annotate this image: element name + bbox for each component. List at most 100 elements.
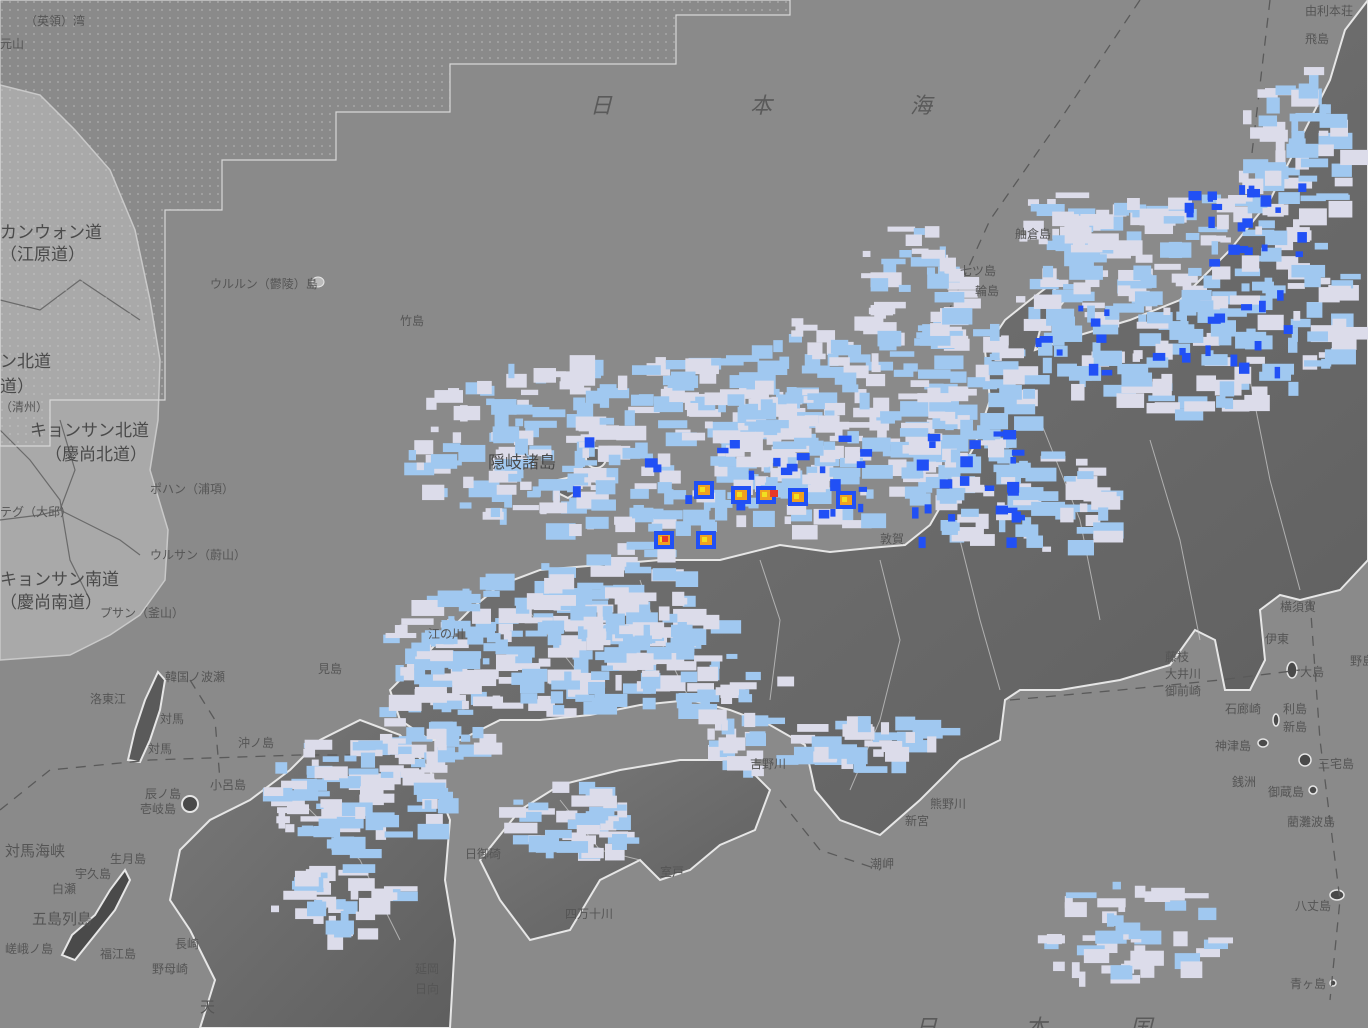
precip-cell bbox=[665, 490, 687, 500]
precip-cell bbox=[452, 432, 462, 443]
precip-cell bbox=[595, 480, 616, 495]
precip-cell bbox=[1160, 340, 1169, 347]
precip-cell bbox=[764, 482, 789, 490]
precip-cell bbox=[336, 816, 364, 829]
precip-cell bbox=[591, 697, 599, 714]
precip-cell bbox=[326, 839, 351, 849]
precip-cell bbox=[779, 356, 790, 369]
precip-cell bbox=[1128, 931, 1154, 940]
precip-cell bbox=[1275, 138, 1285, 154]
precip-cell bbox=[463, 476, 474, 489]
precip-cell bbox=[527, 490, 541, 498]
precip-cell bbox=[1127, 197, 1140, 210]
precip-cell bbox=[1265, 291, 1279, 299]
precip-cell bbox=[1291, 119, 1299, 133]
precip-cell bbox=[960, 419, 974, 436]
precip-cell bbox=[961, 508, 979, 517]
precip-cell bbox=[1307, 331, 1328, 342]
precip-cell-moderate bbox=[1230, 354, 1238, 367]
precip-cell bbox=[1004, 404, 1036, 415]
precip-cell bbox=[411, 642, 430, 652]
place-label: 沖ノ島 bbox=[238, 736, 275, 750]
precip-cell bbox=[789, 407, 806, 415]
precip-cell bbox=[899, 249, 912, 258]
precip-cell bbox=[1269, 170, 1279, 184]
precip-cell bbox=[989, 379, 1016, 389]
precip-cell bbox=[398, 754, 415, 765]
precip-cell-moderate bbox=[1011, 449, 1025, 456]
precip-cell bbox=[1083, 491, 1117, 502]
precip-cell bbox=[862, 464, 893, 479]
precip-cell bbox=[394, 625, 405, 638]
precip-cell bbox=[597, 606, 607, 623]
precip-cell bbox=[528, 449, 552, 457]
precip-cell bbox=[926, 267, 936, 275]
precip-cell bbox=[286, 804, 310, 815]
precip-cell-heavy bbox=[737, 492, 742, 497]
precip-cell bbox=[895, 716, 916, 731]
precip-cell bbox=[1255, 226, 1263, 235]
precip-cell bbox=[430, 454, 458, 469]
precip-cell bbox=[416, 462, 424, 471]
precip-cell bbox=[1019, 460, 1028, 468]
precip-cell bbox=[1055, 192, 1090, 199]
precip-cell bbox=[1026, 535, 1044, 548]
precip-cell bbox=[1247, 255, 1275, 262]
precip-cell bbox=[571, 795, 605, 807]
precip-cell bbox=[657, 549, 676, 563]
precip-cell bbox=[437, 747, 455, 763]
precip-cell-moderate bbox=[858, 503, 864, 513]
precip-cell-moderate bbox=[1188, 191, 1202, 201]
precip-cell-moderate bbox=[1283, 325, 1293, 334]
precip-cell bbox=[1171, 273, 1198, 283]
precip-cell bbox=[472, 608, 492, 624]
precip-cell bbox=[358, 897, 391, 915]
precip-cell bbox=[1266, 97, 1280, 114]
place-label: 宇久島 bbox=[75, 867, 112, 881]
precip-cell bbox=[973, 329, 993, 337]
precip-cell bbox=[707, 728, 715, 740]
precip-cell bbox=[942, 308, 973, 325]
precip-cell bbox=[426, 397, 437, 410]
precip-cell bbox=[533, 596, 561, 611]
precip-cell bbox=[901, 467, 920, 479]
precip-cell-moderate bbox=[918, 536, 926, 549]
precip-cell-moderate bbox=[924, 504, 932, 514]
precip-cell bbox=[704, 421, 713, 429]
precip-cell bbox=[883, 260, 897, 273]
precip-cell bbox=[1310, 144, 1334, 157]
precip-cell bbox=[1265, 230, 1288, 246]
precip-cell bbox=[300, 816, 331, 822]
precip-cell bbox=[739, 372, 772, 384]
precip-cell bbox=[588, 681, 606, 695]
precip-cell bbox=[670, 371, 696, 382]
precip-cell bbox=[565, 371, 596, 386]
precip-cell bbox=[515, 604, 530, 614]
precip-cell bbox=[934, 291, 965, 303]
precip-cell bbox=[793, 746, 827, 759]
precip-cell bbox=[271, 905, 280, 913]
precip-cell bbox=[1133, 350, 1143, 360]
precip-cell bbox=[538, 658, 551, 667]
precip-cell bbox=[807, 393, 822, 400]
precip-cell bbox=[585, 516, 609, 529]
precip-cell bbox=[776, 755, 799, 765]
ulleungdo-island bbox=[311, 276, 325, 288]
precip-cell bbox=[656, 572, 663, 581]
precip-cell-moderate bbox=[1207, 191, 1217, 201]
precip-cell bbox=[1258, 220, 1275, 229]
precip-cell bbox=[881, 740, 903, 753]
precip-cell bbox=[725, 355, 760, 362]
precip-cell bbox=[1022, 517, 1032, 525]
precip-cell bbox=[898, 284, 911, 292]
precip-cell bbox=[794, 756, 819, 765]
precip-cell bbox=[447, 627, 458, 634]
precip-cell bbox=[599, 417, 615, 425]
precip-cell bbox=[919, 732, 943, 739]
precip-cell bbox=[548, 567, 577, 578]
precip-cell bbox=[624, 566, 652, 574]
precip-cell-moderate bbox=[736, 502, 746, 511]
precip-cell-moderate bbox=[948, 514, 956, 522]
precip-cell-moderate bbox=[685, 495, 693, 505]
